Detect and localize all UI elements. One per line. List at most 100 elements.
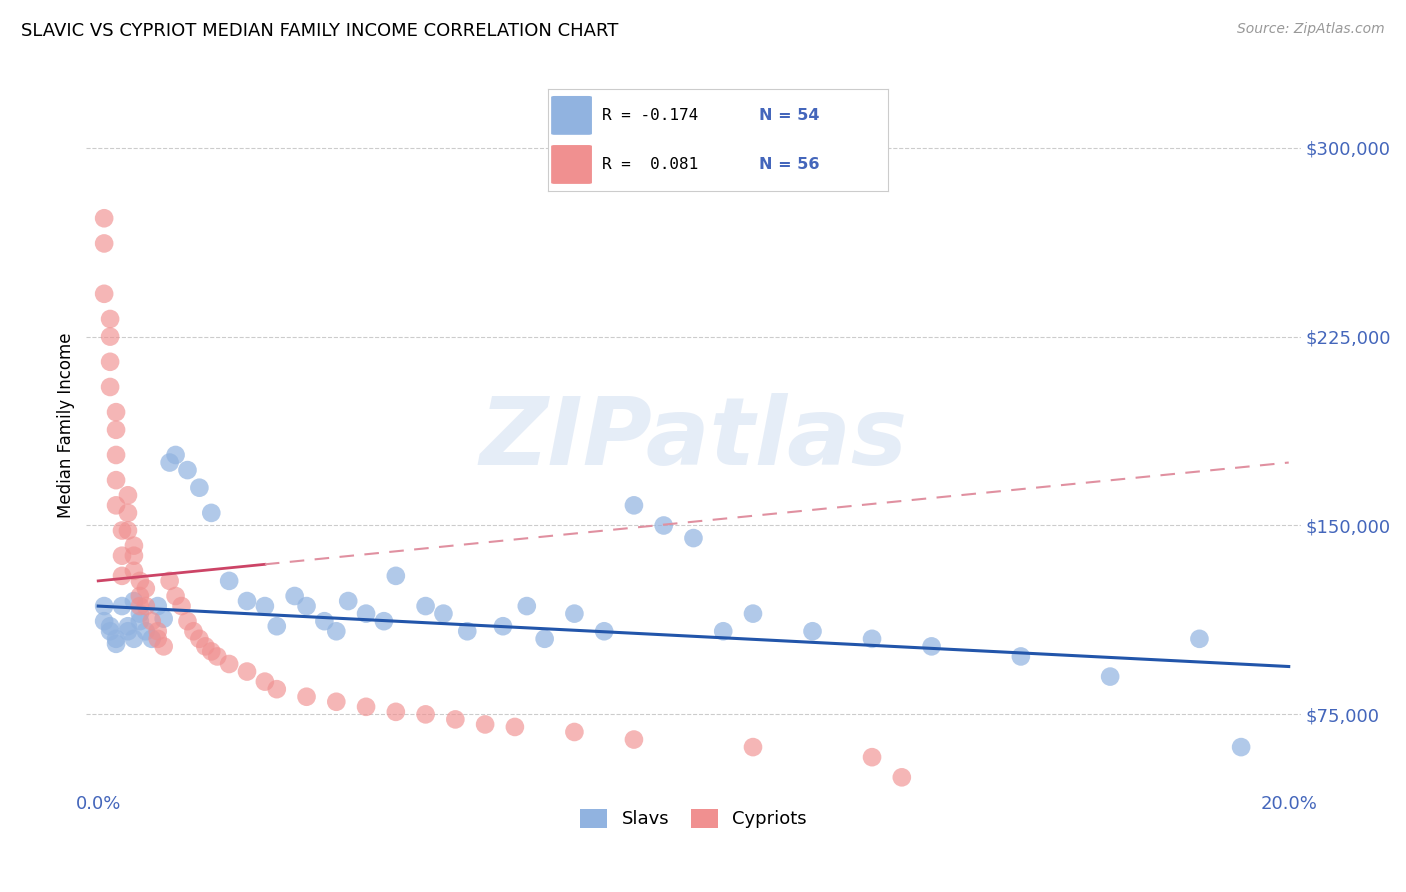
Point [218, 657, 240, 671]
Point [200, 506, 222, 520]
Point [337, 594, 360, 608]
Point [711, 624, 734, 639]
Text: Source: ZipAtlas.com: Source: ZipAtlas.com [1237, 22, 1385, 37]
Point [141, 632, 163, 646]
Point [93, 286, 115, 301]
Point [682, 531, 704, 545]
Point [165, 589, 187, 603]
Point [236, 665, 259, 679]
Point [564, 607, 586, 621]
Point [105, 632, 128, 646]
Point [122, 632, 145, 646]
Point [623, 499, 645, 513]
Point [266, 682, 288, 697]
Point [128, 607, 150, 621]
Point [146, 599, 169, 613]
Point [111, 524, 134, 538]
Point [122, 549, 145, 563]
Point [98, 312, 121, 326]
Point [860, 750, 883, 764]
Point [295, 690, 318, 704]
Point [122, 594, 145, 608]
Point [105, 405, 128, 419]
Point [128, 614, 150, 628]
Point [117, 524, 139, 538]
Point [492, 619, 515, 633]
Point [98, 355, 121, 369]
Point [194, 640, 217, 654]
Point [354, 699, 377, 714]
Point [474, 717, 496, 731]
Point [93, 599, 115, 613]
Point [141, 614, 163, 628]
Point [207, 649, 229, 664]
Legend: Slavs, Cypriots: Slavs, Cypriots [572, 802, 814, 836]
Point [503, 720, 526, 734]
Point [117, 488, 139, 502]
Point [188, 632, 211, 646]
Point [176, 614, 198, 628]
Point [432, 607, 454, 621]
Point [135, 624, 157, 639]
Point [183, 624, 205, 639]
Point [159, 574, 181, 588]
Point [128, 574, 150, 588]
Point [801, 624, 824, 639]
Point [135, 582, 157, 596]
Y-axis label: Median Family Income: Median Family Income [58, 332, 75, 517]
Point [105, 423, 128, 437]
Point [128, 589, 150, 603]
Point [170, 599, 193, 613]
Point [218, 574, 240, 588]
Point [159, 456, 181, 470]
Point [98, 329, 121, 343]
Point [354, 607, 377, 621]
Point [236, 594, 259, 608]
Point [516, 599, 538, 613]
Point [652, 518, 675, 533]
Point [325, 695, 347, 709]
Point [98, 380, 121, 394]
Point [444, 713, 467, 727]
Point [890, 770, 912, 784]
Point [117, 506, 139, 520]
Point [152, 612, 174, 626]
Point [1230, 740, 1253, 755]
Point [1099, 670, 1122, 684]
Point [564, 725, 586, 739]
Point [98, 619, 121, 633]
Point [623, 732, 645, 747]
Point [93, 614, 115, 628]
Point [152, 640, 174, 654]
Point [111, 549, 134, 563]
Point [111, 569, 134, 583]
Point [742, 740, 765, 755]
Point [253, 599, 276, 613]
Point [385, 569, 408, 583]
Point [314, 614, 336, 628]
Point [105, 499, 128, 513]
Point [266, 619, 288, 633]
Point [176, 463, 198, 477]
Point [385, 705, 408, 719]
Point [456, 624, 478, 639]
Point [860, 632, 883, 646]
Point [1188, 632, 1211, 646]
Point [200, 644, 222, 658]
Point [373, 614, 395, 628]
Point [98, 624, 121, 639]
Point [188, 481, 211, 495]
Point [105, 473, 128, 487]
Text: SLAVIC VS CYPRIOT MEDIAN FAMILY INCOME CORRELATION CHART: SLAVIC VS CYPRIOT MEDIAN FAMILY INCOME C… [21, 22, 619, 40]
Point [921, 640, 943, 654]
Point [93, 236, 115, 251]
Point [533, 632, 555, 646]
Point [93, 211, 115, 226]
Point [128, 599, 150, 613]
Point [253, 674, 276, 689]
Point [117, 619, 139, 633]
Point [325, 624, 347, 639]
Point [415, 599, 437, 613]
Point [146, 632, 169, 646]
Point [415, 707, 437, 722]
